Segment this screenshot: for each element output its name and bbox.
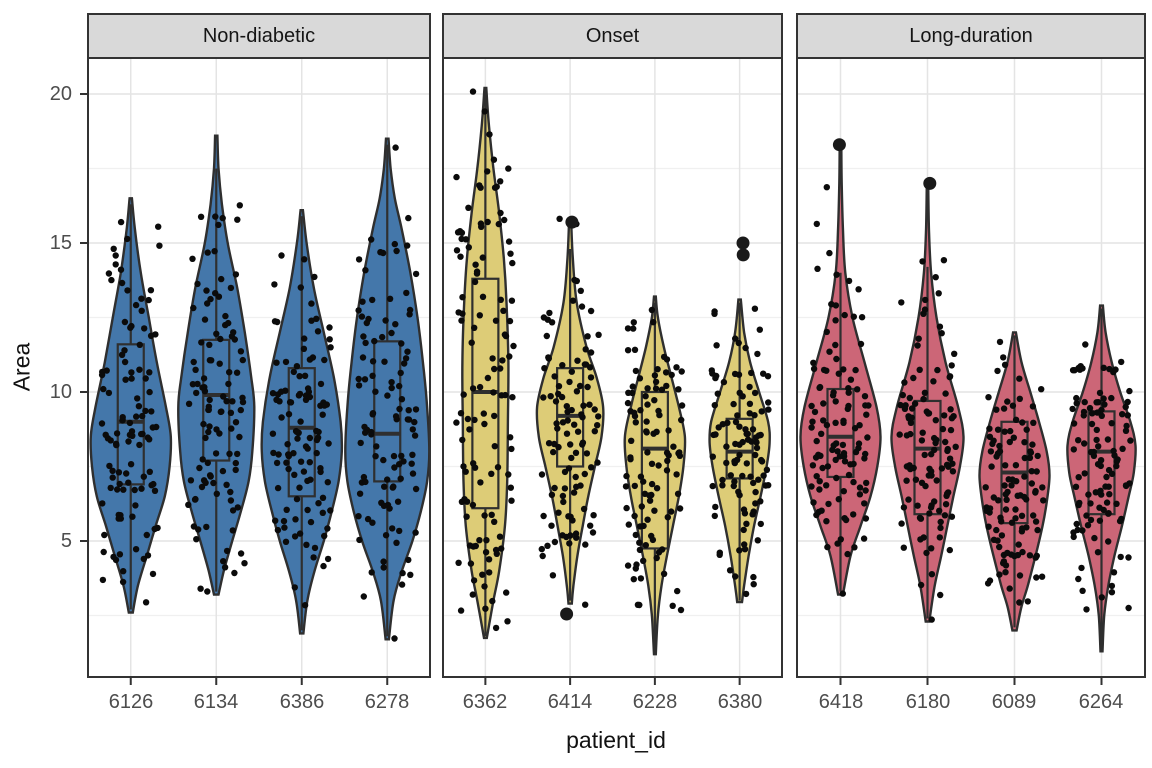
- x-tick-label: 6134: [193, 691, 239, 713]
- facet-strip-label: Non-diabetic: [202, 24, 316, 47]
- x-tick-label: 6278: [364, 691, 410, 713]
- x-tick-label: 6414: [547, 691, 593, 713]
- y-tick-label-10: 10: [49, 381, 72, 403]
- facet-strip-label: Long-duration: [909, 24, 1033, 47]
- jitter-points: [538, 215, 602, 608]
- jitter-points: [453, 88, 517, 632]
- jitter-points: [708, 305, 772, 598]
- x-tick-label: 6089: [991, 691, 1037, 713]
- boxplot-outlier: [565, 215, 579, 229]
- jitter-points: [98, 218, 163, 606]
- x-tick-label: 6386: [279, 691, 325, 713]
- x-tick-label: 6380: [717, 691, 763, 713]
- boxplot-outlier: [736, 236, 750, 250]
- facet-strip-box: [442, 13, 783, 59]
- y-tick-label-5: 5: [60, 530, 72, 552]
- jitter-points: [808, 184, 872, 597]
- jitter-points: [1069, 341, 1134, 613]
- jitter-points: [622, 306, 686, 614]
- y-tick-label-15: 15: [49, 232, 72, 254]
- boxplot-outlier: [923, 176, 937, 190]
- x-tick-label: 6418: [818, 691, 864, 713]
- facet-strip-non-diabetic: Non-diabetic: [88, 14, 430, 58]
- facet-strip-box: [796, 13, 1146, 59]
- boxplot-outlier: [832, 138, 846, 152]
- boxplot-outlier: [560, 607, 574, 621]
- boxplot-outlier: [736, 248, 750, 262]
- y-axis-title: Area: [8, 342, 35, 392]
- x-tick-label: 6126: [108, 691, 154, 713]
- facet-strip-box: [87, 13, 431, 59]
- jitter-points: [982, 338, 1047, 606]
- x-axis-title: patient_id: [566, 727, 666, 753]
- x-tick-label: 6180: [905, 691, 951, 713]
- facet-panel: [797, 58, 1145, 677]
- facet-strip-onset: Onset: [443, 14, 782, 58]
- jitter-points: [355, 144, 420, 642]
- jitter-points: [269, 252, 334, 609]
- x-tick-label: 6228: [632, 691, 678, 713]
- facet-strip-long-duration: Long-duration: [797, 14, 1145, 58]
- x-tick-label: 6362: [462, 691, 508, 713]
- y-tick-label-20: 20: [49, 83, 72, 105]
- jitter-points: [185, 202, 248, 595]
- facet-panel: [88, 58, 430, 677]
- facet-strip-label: Onset: [585, 24, 640, 47]
- jitter-points: [896, 257, 959, 623]
- facet-panel: [443, 58, 782, 677]
- x-tick-label: 6264: [1078, 691, 1124, 713]
